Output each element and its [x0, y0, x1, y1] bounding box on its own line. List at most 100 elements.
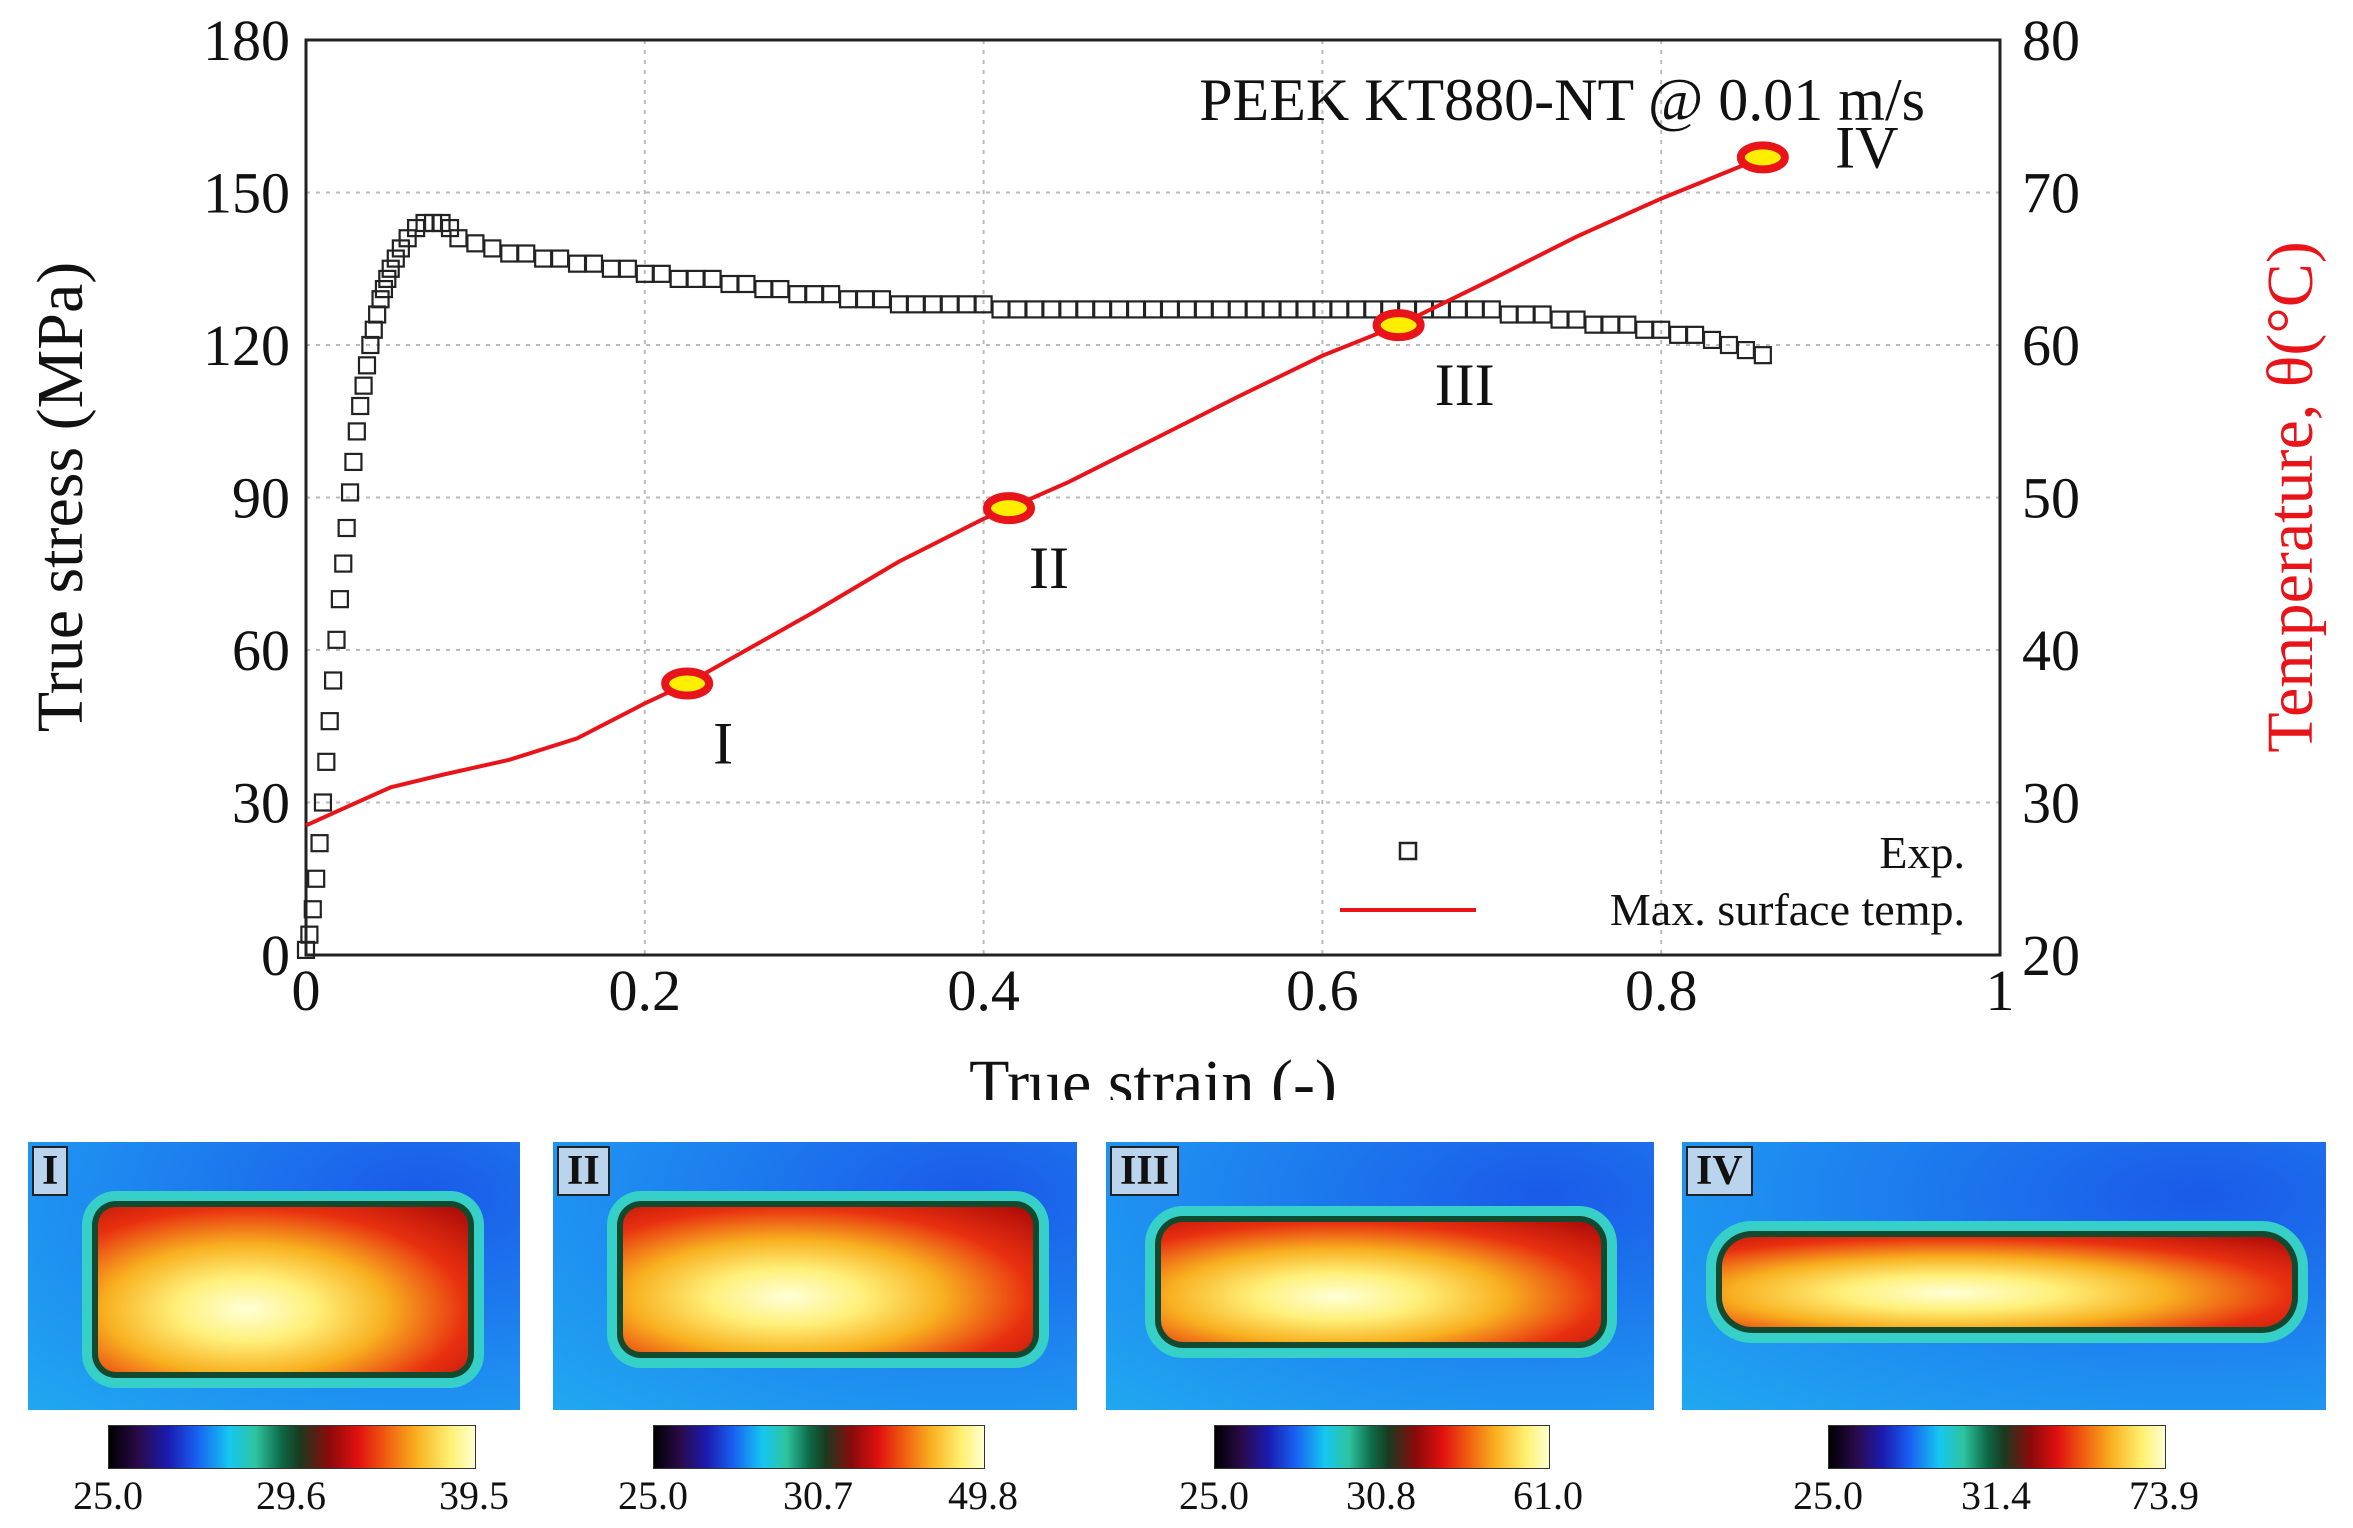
- exp-point: [669, 269, 688, 289]
- annotation-label: II: [1029, 535, 1069, 601]
- y2-tick-label: 20: [2022, 923, 2080, 988]
- y-tick-label: 0: [261, 923, 290, 988]
- exp-point: [1110, 300, 1129, 319]
- colorbar-tick-label: 30.7: [783, 1473, 853, 1518]
- exp-point: [391, 239, 410, 258]
- exp-point: [347, 422, 366, 441]
- exp-point: [1669, 325, 1688, 344]
- exp-point: [872, 290, 892, 309]
- legend-label-exp: Exp.: [1879, 827, 1965, 878]
- exp-point: [500, 244, 519, 263]
- colorbar-tick-label: 25.0: [1179, 1473, 1249, 1518]
- exp-point: [330, 590, 349, 609]
- exp-point: [317, 752, 336, 771]
- exp-point: [906, 295, 925, 314]
- exp-point: [1465, 300, 1484, 319]
- y-tick-label: 180: [203, 8, 290, 73]
- colorbar-tick-label: 29.6: [256, 1473, 326, 1518]
- exp-point: [327, 630, 346, 649]
- x-tick-label: 1: [1986, 958, 2015, 1023]
- exp-point: [1635, 320, 1654, 339]
- exp-point: [1567, 310, 1586, 329]
- colorbar: [1214, 1425, 1550, 1469]
- exp-point: [324, 671, 343, 690]
- exp-point: [957, 295, 976, 314]
- exp-point: [1499, 305, 1518, 324]
- y2-tick-label: 60: [2022, 313, 2080, 378]
- exp-point: [1194, 300, 1213, 319]
- exp-point: [1296, 300, 1315, 319]
- thermal-image: I: [28, 1142, 520, 1410]
- x-tick-label: 0.4: [947, 958, 1020, 1023]
- annotation-marker: [661, 667, 714, 700]
- y2-tick-label: 80: [2022, 8, 2080, 73]
- exp-point: [1262, 300, 1281, 319]
- colorbar: [108, 1425, 476, 1469]
- y2-tick-label: 30: [2022, 771, 2080, 836]
- exp-point: [1160, 300, 1180, 319]
- thermal-panel: I 25.0 29.6 39.5: [28, 1142, 520, 1522]
- exp-point: [344, 452, 363, 472]
- exp-point: [386, 249, 405, 268]
- exp-point: [1093, 300, 1112, 319]
- exp-point: [334, 554, 353, 573]
- exp-point: [754, 279, 773, 299]
- annotation-marker: [1372, 309, 1425, 342]
- exp-point: [354, 376, 373, 395]
- exp-point: [771, 279, 790, 299]
- thermal-image: II: [553, 1142, 1077, 1410]
- exp-point: [517, 244, 536, 263]
- colorbar-tick-label: 25.0: [618, 1473, 688, 1518]
- exp-point: [351, 396, 370, 416]
- x-axis-label: True strain (-): [969, 1047, 1337, 1100]
- exp-point: [303, 900, 322, 919]
- exp-point: [686, 269, 705, 289]
- specimen-hotzone: [623, 1207, 1033, 1352]
- exp-point: [1076, 300, 1095, 319]
- exp-point: [991, 300, 1010, 319]
- exp-point: [1584, 315, 1603, 334]
- exp-point: [374, 279, 394, 299]
- colorbar-tick-label: 25.0: [73, 1473, 143, 1518]
- exp-point: [371, 290, 390, 309]
- x-tick-label: 0: [292, 958, 321, 1023]
- stress-strain-chart: 0 0.2 0.4 0.6 0.8 1 0 30 60 90 120 150 180 20 30 40 50 60…: [24, 8, 2327, 1100]
- colorbar-tick-label: 30.8: [1346, 1473, 1416, 1518]
- exp-point: [1211, 300, 1230, 319]
- chart-title: PEEK KT880-NT @ 0.01 m/s: [1199, 67, 1925, 133]
- y-axis-label: True stress (MPa): [24, 262, 97, 733]
- annotation-label: IV: [1835, 114, 1898, 180]
- exp-point: [1533, 305, 1552, 324]
- exp-point: [923, 295, 942, 314]
- x-tick-label: 0.2: [609, 958, 682, 1023]
- exp-point: [822, 285, 841, 304]
- colorbar: [653, 1425, 985, 1469]
- exp-point: [1143, 300, 1163, 319]
- y-tick-label: 90: [232, 466, 290, 531]
- exp-point: [310, 834, 329, 853]
- panel-label: III: [1110, 1146, 1180, 1196]
- exp-point: [1245, 300, 1264, 319]
- legend: Exp. Max. surface temp.: [1340, 827, 1965, 935]
- colorbar-tick-label: 25.0: [1793, 1473, 1863, 1518]
- temp-series-line: [305, 155, 1764, 828]
- exp-point: [357, 356, 377, 375]
- colorbar-tick-label: 73.9: [2129, 1473, 2199, 1518]
- exp-point: [855, 290, 875, 309]
- exp-point: [584, 254, 604, 273]
- thermal-panel: II 25.0 30.7 49.8: [553, 1142, 1077, 1522]
- colorbar-tick-label: 39.5: [439, 1473, 509, 1518]
- exp-series: [296, 213, 1772, 960]
- specimen-hotzone: [1722, 1237, 2292, 1327]
- exp-point: [1482, 300, 1501, 319]
- exp-point: [381, 259, 400, 278]
- exp-point: [703, 269, 722, 289]
- exp-point: [652, 264, 671, 283]
- exp-point: [1126, 300, 1146, 319]
- exp-point: [1618, 315, 1637, 334]
- panel-label: I: [32, 1146, 69, 1196]
- thermal-image: IV: [1682, 1142, 2326, 1410]
- exp-point: [534, 249, 553, 268]
- exp-point: [889, 295, 909, 314]
- exp-point: [320, 712, 339, 731]
